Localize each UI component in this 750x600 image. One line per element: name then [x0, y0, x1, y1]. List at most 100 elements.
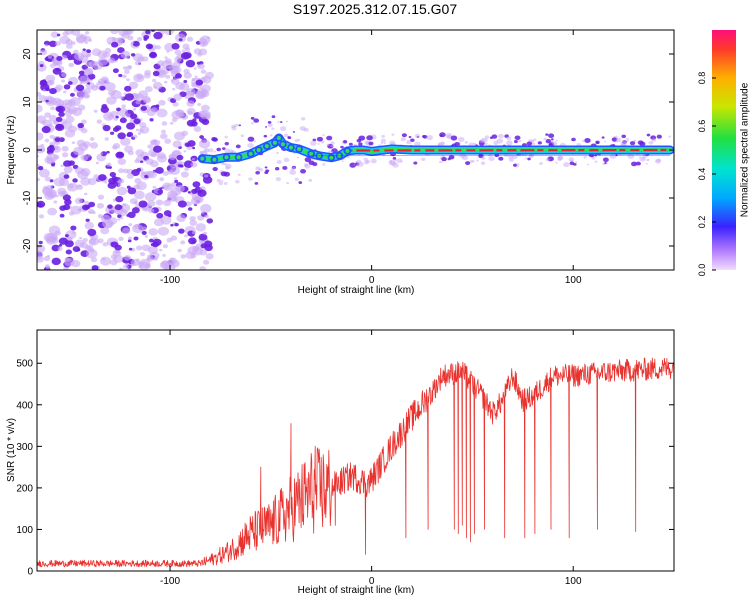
- heatmap-noise-blob: [200, 69, 207, 74]
- heatmap-noise-blob: [119, 117, 127, 124]
- heatmap-noise-blob: [84, 31, 90, 35]
- heatmap-noise-blob: [81, 204, 90, 211]
- heatmap-noise-blob: [119, 203, 131, 213]
- heatmap-noise-blob: [128, 223, 133, 227]
- heatmap-speckle: [356, 161, 364, 167]
- x-tick-label: 0: [369, 275, 375, 286]
- heatmap-noise-blob: [78, 70, 85, 76]
- spectrogram-x-axis-label: Height of straight line (km): [298, 285, 415, 296]
- heatmap-noise-blob: [189, 216, 196, 222]
- heatmap-noise-blob: [48, 225, 61, 235]
- heatmap-noise-blob: [46, 145, 55, 153]
- heatmap-noise-blob: [99, 85, 106, 91]
- heatmap-noise-blob: [176, 214, 186, 223]
- heatmap-noise-blob: [59, 205, 67, 211]
- heatmap-speckle: [271, 115, 276, 119]
- heatmap-noise-blob: [92, 61, 103, 70]
- x-tick-label: -100: [160, 275, 180, 286]
- heatmap-noise-blob: [148, 238, 154, 243]
- heatmap-noise-blob: [84, 200, 90, 205]
- heatmap-speckle: [275, 177, 281, 182]
- heatmap-noise-blob: [191, 188, 198, 194]
- heatmap-speckle: [555, 161, 558, 164]
- heatmap-speckle: [216, 178, 222, 183]
- heatmap-speckle: [594, 160, 598, 163]
- heatmap-noise-blob: [123, 264, 129, 269]
- ridge-node-core: [329, 155, 334, 160]
- heatmap-speckle: [322, 163, 326, 166]
- heatmap-noise-blob: [157, 60, 165, 66]
- heatmap-noise-blob: [50, 234, 59, 241]
- heatmap-speckle: [414, 141, 421, 147]
- heatmap-noise-blob: [126, 173, 134, 179]
- heatmap-speckle: [312, 162, 318, 167]
- heatmap-noise-blob: [185, 251, 195, 259]
- heatmap-speckle: [370, 158, 377, 164]
- heatmap-noise-blob: [38, 60, 45, 66]
- heatmap-noise-blob: [44, 112, 51, 118]
- heatmap-speckle: [309, 140, 317, 146]
- heatmap-noise-blob: [91, 265, 99, 270]
- heatmap-noise-blob: [202, 176, 213, 184]
- heatmap-speckle: [340, 145, 344, 149]
- heatmap-noise-blob: [199, 135, 205, 139]
- heatmap-speckle: [413, 161, 418, 165]
- heatmap-speckle: [637, 140, 644, 145]
- heatmap-noise-blob: [112, 142, 121, 149]
- heatmap-noise-blob: [80, 119, 87, 125]
- heatmap-noise-blob: [63, 165, 73, 174]
- heatmap-speckle: [368, 141, 374, 146]
- heatmap-noise-blob: [158, 99, 166, 106]
- heatmap-noise-blob: [136, 167, 142, 172]
- heatmap-noise-blob: [149, 51, 157, 58]
- heatmap-speckle: [240, 134, 244, 138]
- heatmap-noise-blob: [52, 67, 62, 75]
- heatmap-noise-blob: [110, 131, 115, 135]
- heatmap-noise-blob: [199, 151, 204, 155]
- heatmap-speckle: [269, 134, 273, 137]
- heatmap-speckle: [505, 140, 513, 146]
- heatmap-speckle: [267, 121, 272, 124]
- heatmap-noise-blob: [118, 267, 124, 270]
- heatmap-noise-blob: [57, 187, 67, 195]
- heatmap-speckle: [414, 133, 421, 138]
- heatmap-noise-blob: [96, 119, 103, 124]
- heatmap-noise-blob: [174, 179, 179, 183]
- ridge-node-core: [280, 142, 285, 147]
- heatmap-noise-blob: [198, 233, 208, 241]
- heatmap-noise-blob: [77, 184, 82, 188]
- heatmap-noise-blob: [93, 109, 98, 113]
- heatmap-noise-blob: [127, 211, 136, 219]
- heatmap-speckle: [484, 135, 490, 139]
- heatmap-noise-blob: [61, 145, 69, 152]
- heatmap-noise-blob: [155, 45, 161, 50]
- heatmap-speckle: [557, 155, 563, 160]
- heatmap-speckle: [583, 156, 587, 159]
- heatmap-noise-blob: [75, 33, 88, 43]
- heatmap-noise-blob: [55, 116, 63, 123]
- heatmap-noise-blob: [183, 90, 195, 100]
- heatmap-speckle: [543, 137, 547, 141]
- heatmap-noise-blob: [193, 126, 202, 133]
- heatmap-noise-blob: [117, 180, 122, 184]
- heatmap-noise-blob: [171, 117, 178, 123]
- heatmap-noise-blob: [116, 107, 121, 112]
- heatmap-noise-blob: [121, 74, 127, 79]
- y-tick-label: 20: [22, 48, 33, 60]
- heatmap-speckle: [651, 138, 657, 142]
- heatmap-speckle: [216, 147, 221, 152]
- heatmap-noise-blob: [175, 185, 185, 193]
- heatmap-noise-blob: [124, 85, 132, 92]
- heatmap-speckle: [461, 155, 469, 161]
- heatmap-noise-blob: [203, 259, 210, 265]
- heatmap-speckle: [615, 137, 622, 143]
- heatmap-noise-blob: [132, 224, 144, 234]
- heatmap-speckle: [237, 173, 241, 176]
- heatmap-noise-blob: [186, 107, 196, 115]
- heatmap-noise-blob: [186, 119, 196, 127]
- heatmap-noise-blob: [196, 61, 201, 65]
- heatmap-noise-blob: [187, 191, 191, 194]
- heatmap-noise-blob: [175, 109, 185, 117]
- heatmap-speckle: [221, 180, 224, 182]
